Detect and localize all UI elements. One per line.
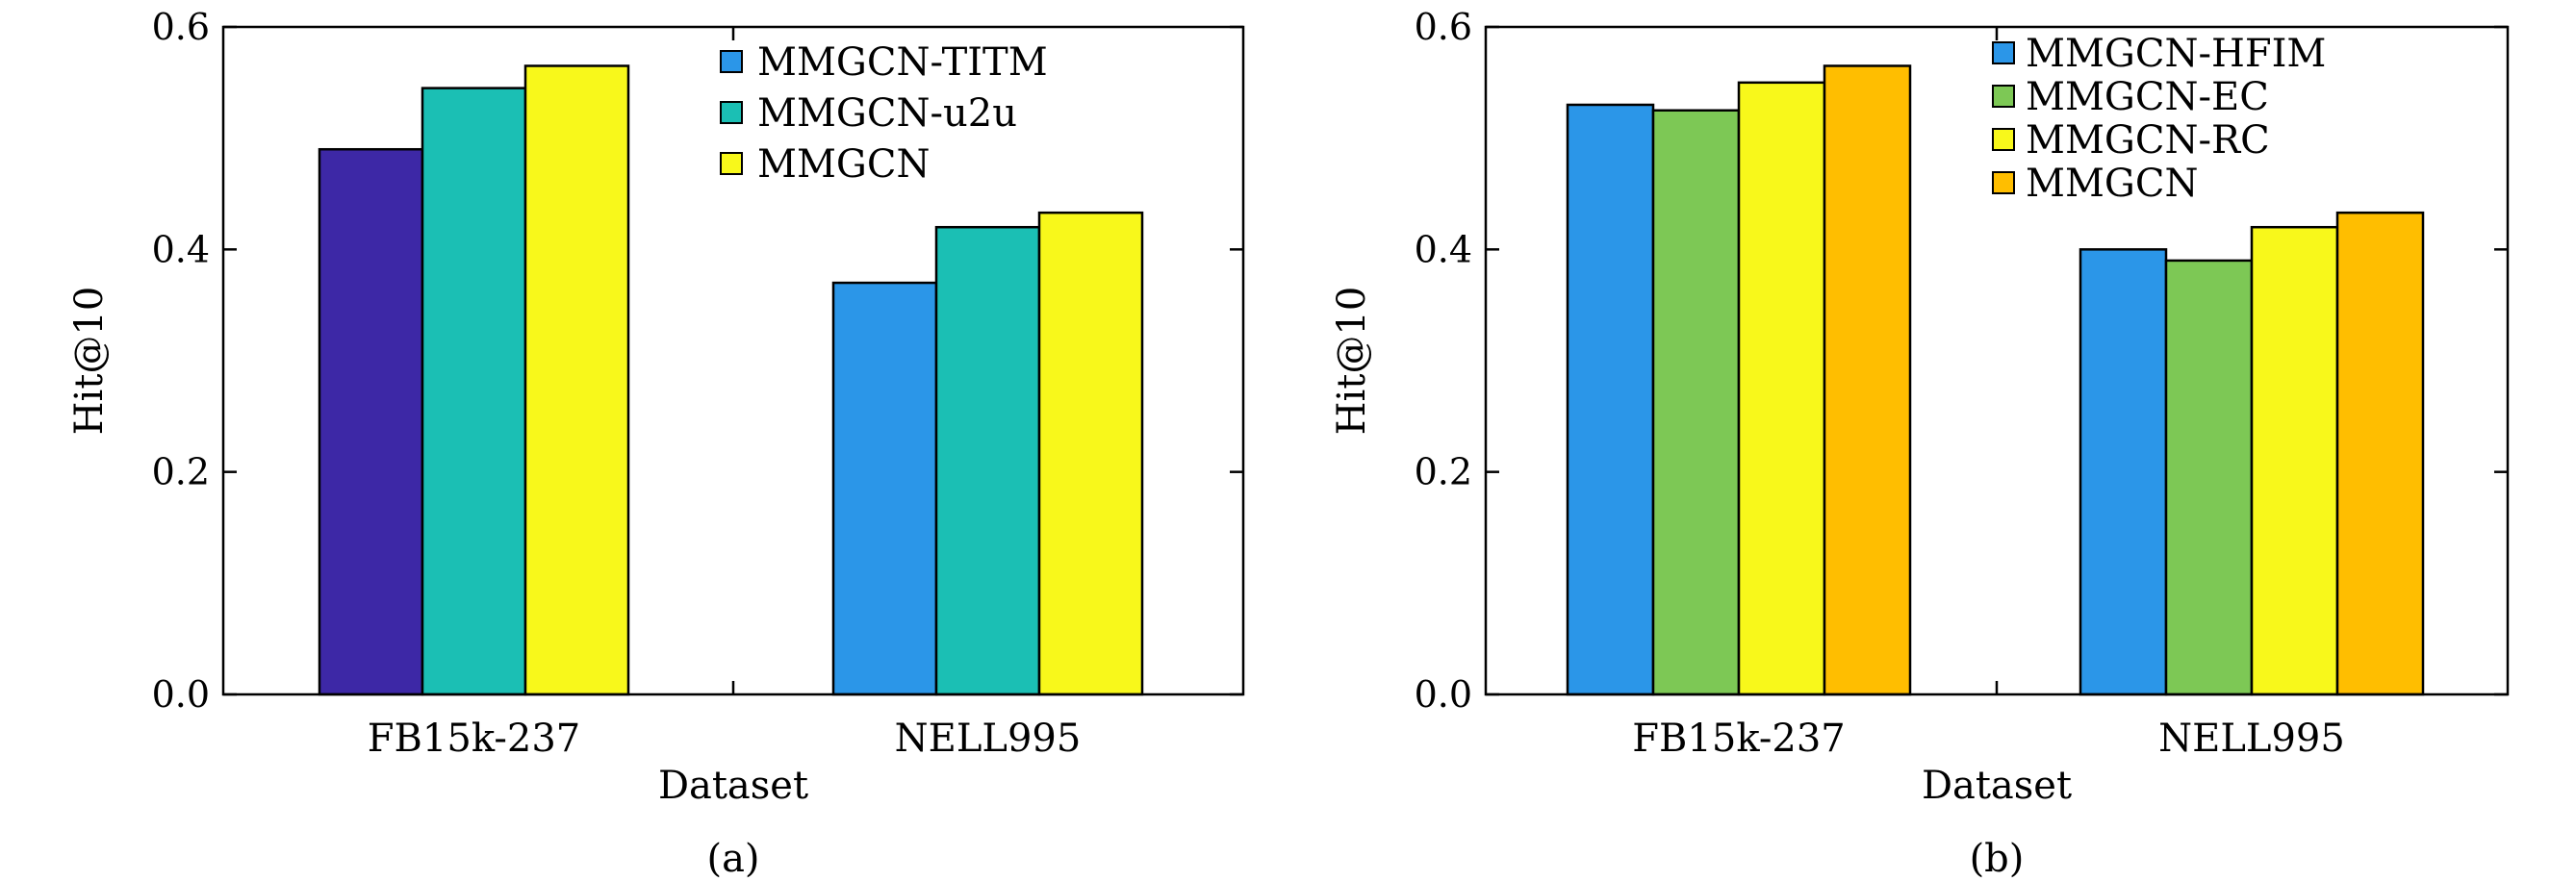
legend-swatch (720, 101, 743, 124)
legend-label: MMGCN-u2u (757, 91, 1017, 136)
x-tick-label: NELL995 (2158, 717, 2345, 761)
y-tick-label: 0.0 (152, 673, 210, 716)
bar-mmgcn-fb15k-237 (523, 64, 630, 696)
y-tick-label: 0.4 (1415, 228, 1472, 270)
bar-mmgcn-u2u-fb15k-237 (421, 87, 527, 696)
y-tick-label: 0.2 (1415, 451, 1472, 493)
bar-mmgcn-titm-nell995 (831, 281, 938, 696)
bar-mmgcn-ec-fb15k-237 (1651, 109, 1741, 696)
bar-mmgcn-nell995 (2335, 211, 2425, 696)
x-tick-label: FB15k-237 (368, 717, 580, 761)
chart-panel-2: 0.0 0.2 0.4 0.6 FB15k-237 NELL995 Dataset Hit@1… (1330, 6, 2510, 881)
bar-mmgcn-rc-fb15k-237 (1737, 81, 1826, 696)
legend-label: MMGCN-EC (2026, 75, 2269, 119)
x-axis-title: Dataset (658, 764, 808, 808)
legend-swatch (720, 50, 743, 73)
y-axis-title: Hit@10 (67, 287, 112, 436)
legend-swatch (1992, 41, 2015, 64)
panel-label: (b) (1970, 837, 2025, 881)
legend-label: MMGCN-RC (2026, 118, 2270, 163)
bar-mmgcn-ec-nell995 (2164, 259, 2254, 696)
x-axis-title: Dataset (1922, 764, 2072, 808)
bar-mmgcn-nell995 (1037, 211, 1144, 696)
legend-swatch (720, 152, 743, 175)
x-tick-label: NELL995 (895, 717, 1082, 761)
y-axis-title: Hit@10 (1330, 287, 1374, 436)
legend-label: MMGCN (2026, 162, 2198, 206)
x-tick-label: FB15k-237 (1632, 717, 1845, 761)
panel-label: (a) (706, 837, 759, 881)
legend-label: MMGCN-TITM (757, 40, 1048, 85)
legend-label: MMGCN (757, 142, 930, 187)
bar-mmgcn-rc-nell995 (2250, 225, 2339, 696)
y-tick-label: 0.4 (152, 228, 210, 270)
bar-mmgcn-titm-fb15k-237 (318, 147, 424, 696)
bar-mmgcn-u2u-nell995 (934, 225, 1041, 696)
y-tick-label: 0.6 (152, 6, 210, 48)
legend-swatch (1992, 171, 2015, 194)
chart-panel-1: 0.0 0.2 0.4 0.6 FB15k-237 NELL995 Dataset Hit@1… (67, 6, 1245, 881)
legend-label: MMGCN-HFIM (2026, 32, 2326, 76)
bar-mmgcn-hfim-fb15k-237 (1566, 103, 1655, 696)
bar-mmgcn-fb15k-237 (1823, 64, 1912, 696)
y-tick-label: 0.0 (1415, 673, 1472, 716)
legend-swatch (1992, 128, 2015, 151)
y-tick-label: 0.2 (152, 451, 210, 493)
legend-swatch (1992, 85, 2015, 108)
y-tick-label: 0.6 (1415, 6, 1472, 48)
bar-mmgcn-hfim-nell995 (2079, 248, 2168, 696)
